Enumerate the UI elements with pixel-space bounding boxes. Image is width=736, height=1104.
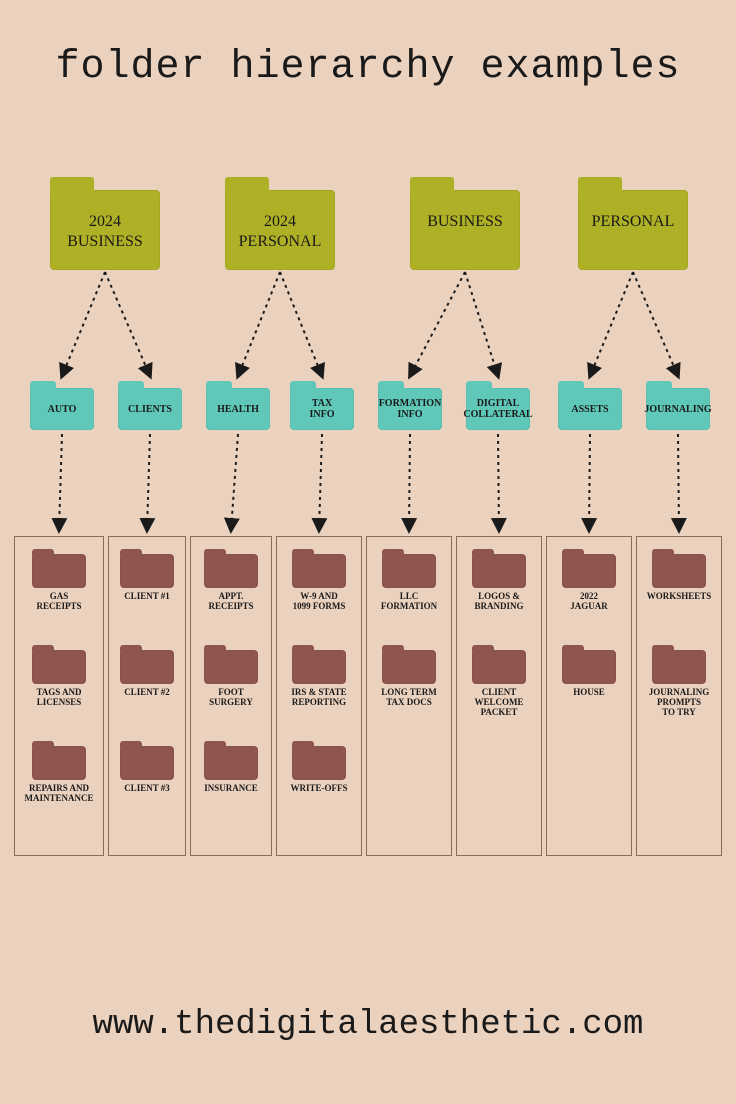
leaf-folder-6-1 xyxy=(562,650,616,684)
mid-folder-label-2: HEALTH xyxy=(198,404,278,415)
leaf-folder-6-0 xyxy=(562,554,616,588)
mid-folder-label-4: FORMATIONINFO xyxy=(370,398,450,420)
leaf-label-0-2: REPAIRS ANDMAINTENANCE xyxy=(16,784,102,804)
leaf-folder-4-1 xyxy=(382,650,436,684)
leaf-label-4-0: LLCFORMATION xyxy=(368,592,450,612)
leaf-label-5-1: CLIENTWELCOMEPACKET xyxy=(458,688,540,718)
leaf-label-0-1: TAGS ANDLICENSES xyxy=(16,688,102,708)
leaf-folder-3-1 xyxy=(292,650,346,684)
leaf-label-4-1: LONG TERMTAX DOCS xyxy=(368,688,450,708)
leaf-folder-5-1 xyxy=(472,650,526,684)
leaf-folder-7-0 xyxy=(652,554,706,588)
hierarchy-canvas: 2024BUSINESS 2024PERSONAL BUSINESS PERSONAL… xyxy=(0,170,736,910)
leaf-label-3-2: WRITE-OFFS xyxy=(278,784,360,794)
leaf-label-2-1: FOOTSURGERY xyxy=(192,688,270,708)
mid-folder-label-5: DIGITALCOLLATERAL xyxy=(458,398,538,420)
leaf-folder-3-2 xyxy=(292,746,346,780)
leaf-folder-5-0 xyxy=(472,554,526,588)
leaf-label-2-2: INSURANCE xyxy=(192,784,270,794)
top-folder-label-1: 2024PERSONAL xyxy=(215,212,345,250)
leaf-label-3-0: W-9 AND1099 FORMS xyxy=(278,592,360,612)
leaf-folder-0-1 xyxy=(32,650,86,684)
leaf-label-6-1: HOUSE xyxy=(548,688,630,698)
leaf-folder-2-0 xyxy=(204,554,258,588)
leaf-label-0-0: GASRECEIPTS xyxy=(16,592,102,612)
leaf-label-6-0: 2022JAGUAR xyxy=(548,592,630,612)
leaf-label-7-1: JOURNALINGPROMPTSTO TRY xyxy=(638,688,720,718)
leaf-folder-0-0 xyxy=(32,554,86,588)
leaf-folder-2-1 xyxy=(204,650,258,684)
leaf-label-7-0: WORKSHEETS xyxy=(638,592,720,602)
top-folder-label-2: BUSINESS xyxy=(400,212,530,231)
leaf-folder-7-1 xyxy=(652,650,706,684)
leaf-label-1-0: CLIENT #1 xyxy=(110,592,184,602)
leaf-label-1-2: CLIENT #3 xyxy=(110,784,184,794)
mid-folder-label-7: JOURNALING xyxy=(638,404,718,415)
leaf-label-3-1: IRS & STATEREPORTING xyxy=(278,688,360,708)
leaf-folder-1-0 xyxy=(120,554,174,588)
mid-folder-label-3: TAXINFO xyxy=(282,398,362,420)
leaf-label-1-1: CLIENT #2 xyxy=(110,688,184,698)
leaf-folder-0-2 xyxy=(32,746,86,780)
top-folder-label-3: PERSONAL xyxy=(568,212,698,231)
mid-folder-label-6: ASSETS xyxy=(550,404,630,415)
footer-url: www.thedigitalaesthetic.com xyxy=(0,1006,736,1044)
mid-folder-label-0: AUTO xyxy=(22,404,102,415)
leaf-label-5-0: LOGOS &BRANDING xyxy=(458,592,540,612)
leaf-folder-1-1 xyxy=(120,650,174,684)
leaf-folder-3-0 xyxy=(292,554,346,588)
top-folder-label-0: 2024BUSINESS xyxy=(40,212,170,250)
leaf-folder-1-2 xyxy=(120,746,174,780)
leaf-label-2-0: APPT.RECEIPTS xyxy=(192,592,270,612)
mid-folder-label-1: CLIENTS xyxy=(110,404,190,415)
leaf-folder-2-2 xyxy=(204,746,258,780)
page-title: folder hierarchy examples xyxy=(0,45,736,90)
leaf-folder-4-0 xyxy=(382,554,436,588)
